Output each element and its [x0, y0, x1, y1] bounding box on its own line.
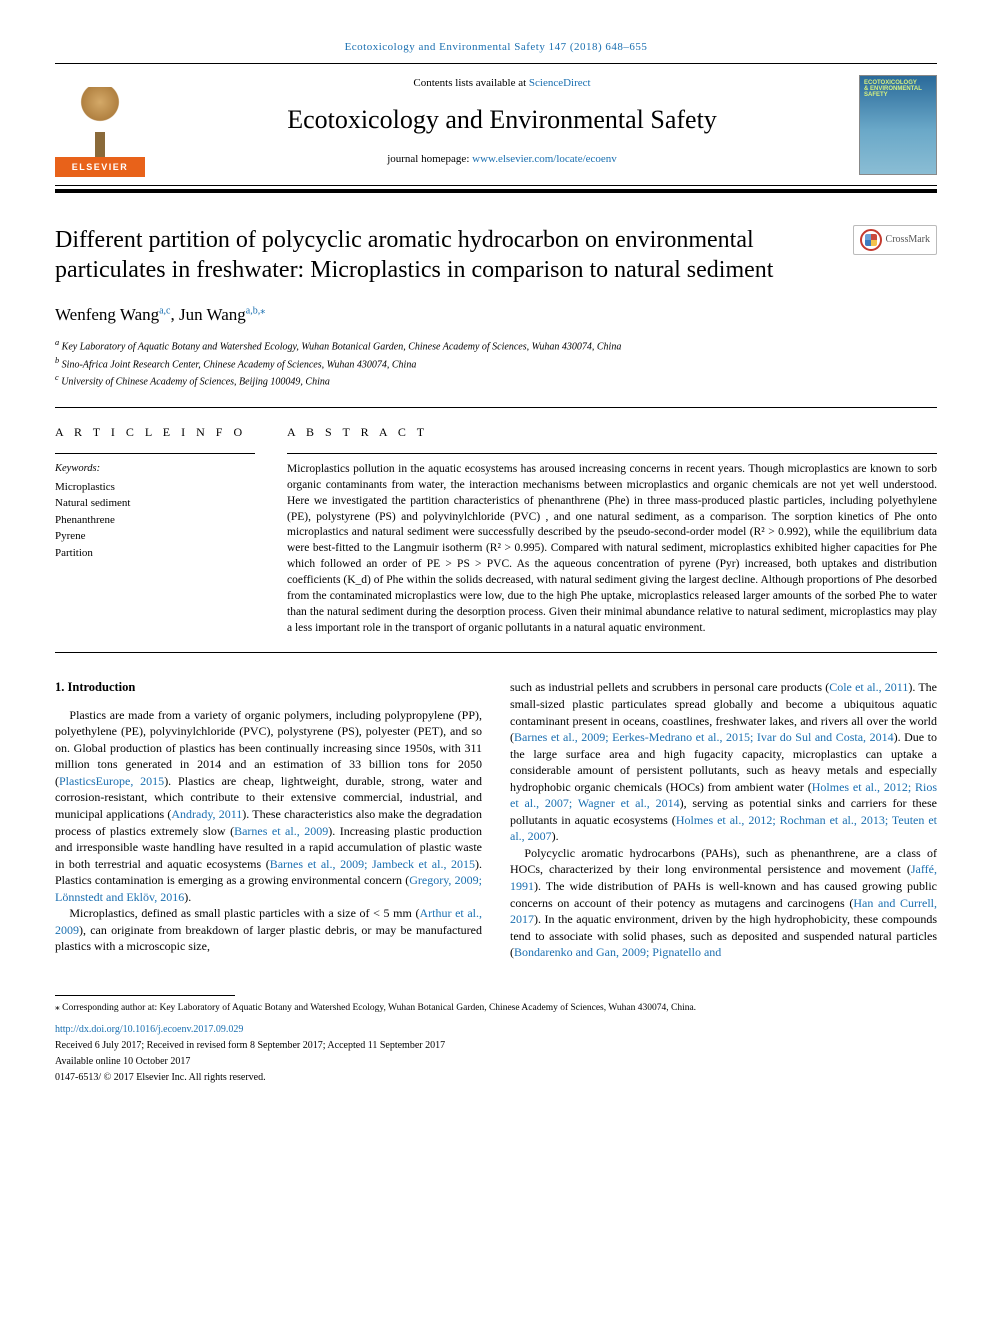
keywords-label: Keywords:: [55, 462, 255, 477]
affil-a-text: Key Laboratory of Aquatic Botany and Wat…: [62, 342, 622, 353]
contents-pre: Contents lists available at: [413, 77, 528, 89]
ref-bondarenko[interactable]: Bondarenko and Gan, 2009; Pignatello and: [514, 945, 721, 959]
corr-marker: ⁎: [260, 306, 265, 317]
ref-barnes-eerkes[interactable]: Barnes et al., 2009; Eerkes-Medrano et a…: [514, 730, 894, 744]
page-container: Ecotoxicology and Environmental Safety 1…: [0, 0, 992, 1125]
p3e: ).: [552, 829, 559, 843]
affil-a: a Key Laboratory of Aquatic Botany and W…: [55, 337, 937, 354]
header-citation: Ecotoxicology and Environmental Safety 1…: [55, 40, 937, 55]
p3a: such as industrial pellets and scrubbers…: [510, 680, 829, 694]
section-1-heading: 1. Introduction: [55, 679, 482, 696]
cover-title: ECOTOXICOLOGY & ENVIRONMENTAL SAFETY: [864, 80, 932, 98]
doi-link[interactable]: http://dx.doi.org/10.1016/j.ecoenv.2017.…: [55, 1023, 937, 1037]
elsevier-label: ELSEVIER: [55, 157, 145, 178]
crossmark-label: CrossMark: [886, 233, 930, 247]
article-info-col: A R T I C L E I N F O Keywords: Micropla…: [55, 424, 255, 636]
abstract-heading: A B S T R A C T: [287, 424, 937, 441]
received-line: Received 6 July 2017; Received in revise…: [55, 1039, 937, 1053]
author-1-sup: a,c: [159, 306, 170, 317]
article-info-heading: A R T I C L E I N F O: [55, 424, 255, 441]
journal-name: Ecotoxicology and Environmental Safety: [145, 102, 859, 138]
kw-3: Pyrene: [55, 528, 255, 545]
authors-sep: , Jun Wang: [171, 305, 246, 324]
crossmark-icon: [860, 229, 882, 251]
author-2-sup: a,b,: [246, 306, 260, 317]
rule-above-info: [55, 407, 937, 408]
affil-b: b Sino-Africa Joint Research Center, Chi…: [55, 355, 937, 372]
available-line: Available online 10 October 2017: [55, 1055, 937, 1069]
corresponding-note: ⁎ Corresponding author at: Key Laborator…: [55, 1002, 937, 1015]
body-columns: 1. Introduction Plastics are made from a…: [55, 679, 937, 960]
corr-note-text: Corresponding author at: Key Laboratory …: [60, 1003, 696, 1013]
crossmark-badge[interactable]: CrossMark: [853, 225, 937, 255]
ref-plasticseurope[interactable]: PlasticsEurope, 2015: [59, 774, 164, 788]
header-bottom-bar: [55, 189, 937, 193]
p4a: Polycyclic aromatic hydrocarbons (PAHs),…: [510, 846, 937, 877]
authors: Wenfeng Wanga,c, Jun Wanga,b,⁎: [55, 303, 937, 327]
journal-homepage: journal homepage: www.elsevier.com/locat…: [145, 152, 859, 167]
copyright-line: 0147-6513/ © 2017 Elsevier Inc. All righ…: [55, 1071, 937, 1085]
contents-line: Contents lists available at ScienceDirec…: [145, 76, 859, 91]
ref-barnes-jambeck[interactable]: Barnes et al., 2009; Jambeck et al., 201…: [270, 857, 475, 871]
affil-b-text: Sino-Africa Joint Research Center, Chine…: [62, 359, 417, 370]
p2a: Microplastics, defined as small plastic …: [69, 906, 419, 920]
p2b: ), can originate from breakdown of large…: [55, 923, 482, 954]
elsevier-tree-icon: [70, 87, 130, 157]
header-center: Contents lists available at ScienceDirec…: [145, 76, 859, 173]
homepage-url[interactable]: www.elsevier.com/locate/ecoenv: [472, 153, 617, 165]
ref-andrady[interactable]: Andrady, 2011: [171, 807, 242, 821]
title-row: Different partition of polycyclic aromat…: [55, 225, 937, 285]
kw-4: Partition: [55, 545, 255, 562]
elsevier-logo: ELSEVIER: [55, 72, 145, 177]
author-1: Wenfeng Wang: [55, 305, 159, 324]
cover-title-l3: SAFETY: [864, 92, 888, 98]
ref-cole[interactable]: Cole et al., 2011: [829, 680, 908, 694]
affil-c: c University of Chinese Academy of Scien…: [55, 372, 937, 389]
sciencedirect-link[interactable]: ScienceDirect: [529, 77, 591, 89]
info-abstract-row: A R T I C L E I N F O Keywords: Micropla…: [55, 424, 937, 653]
abstract-col: A B S T R A C T Microplastics pollution …: [287, 424, 937, 636]
ref-barnes1[interactable]: Barnes et al., 2009: [234, 824, 328, 838]
kw-0: Microplastics: [55, 479, 255, 496]
para-4: Polycyclic aromatic hydrocarbons (PAHs),…: [510, 845, 937, 961]
abs-rule: [287, 453, 937, 454]
journal-cover-icon: ECOTOXICOLOGY & ENVIRONMENTAL SAFETY: [859, 75, 937, 175]
footer-rule: [55, 995, 235, 996]
homepage-pre: journal homepage:: [387, 153, 472, 165]
journal-header: ELSEVIER Contents lists available at Sci…: [55, 63, 937, 186]
keywords-list: Microplastics Natural sediment Phenanthr…: [55, 479, 255, 562]
kw-2: Phenanthrene: [55, 512, 255, 529]
article-title: Different partition of polycyclic aromat…: [55, 225, 815, 285]
p1f: ).: [184, 890, 191, 904]
info-rule: [55, 453, 255, 454]
kw-1: Natural sediment: [55, 495, 255, 512]
para-3: such as industrial pellets and scrubbers…: [510, 679, 937, 844]
para-2: Microplastics, defined as small plastic …: [55, 905, 482, 955]
affil-c-text: University of Chinese Academy of Science…: [61, 376, 330, 387]
abstract-text: Microplastics pollution in the aquatic e…: [287, 462, 937, 636]
para-1: Plastics are made from a variety of orga…: [55, 707, 482, 906]
affiliations: a Key Laboratory of Aquatic Botany and W…: [55, 337, 937, 389]
